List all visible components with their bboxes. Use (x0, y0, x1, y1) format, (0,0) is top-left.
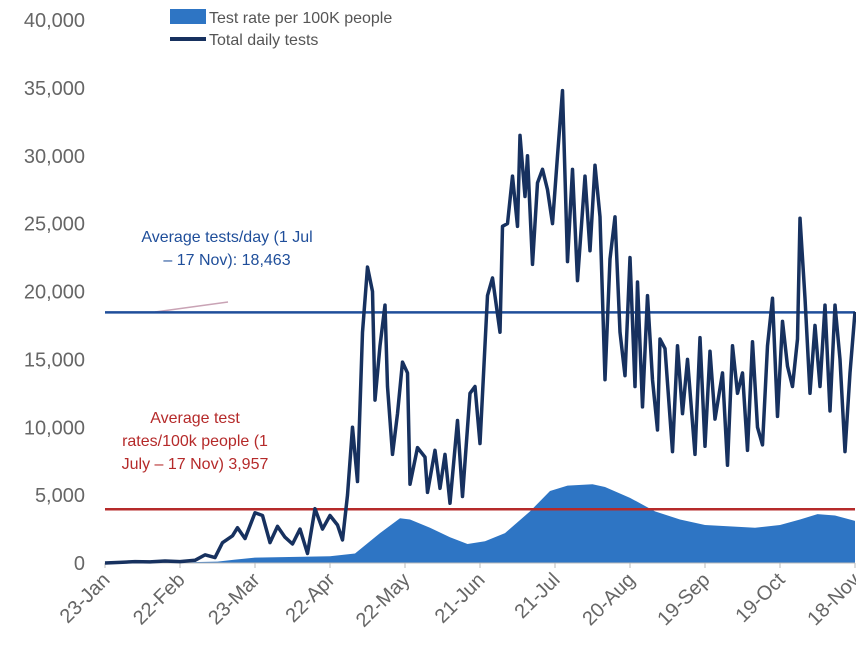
y-tick-label: 15,000 (24, 349, 85, 371)
area (105, 484, 855, 563)
x-tick-label: 20-Aug (578, 569, 639, 630)
x-tick-label: 18-Nov (803, 569, 856, 630)
x-tick-label: 21-Jun (431, 569, 490, 628)
x-tick-label: 22-Feb (129, 569, 189, 629)
y-tick-label: 25,000 (24, 214, 85, 236)
annotation: Average test (150, 410, 240, 427)
y-tick-label: 0 (74, 553, 85, 575)
legend-label: Total daily tests (209, 32, 318, 49)
y-tick-label: 30,000 (24, 146, 85, 168)
x-tick-label: 23-Jan (56, 569, 115, 628)
x-tick-label: 19-Oct (732, 569, 790, 627)
annotation: – 17 Nov): 18,463 (163, 252, 290, 269)
legend-label: Test rate per 100K people (209, 10, 392, 27)
x-tick-label: 23-Mar (204, 569, 265, 630)
y-tick-label: 35,000 (24, 78, 85, 100)
y-tick-label: 20,000 (24, 282, 85, 304)
annotation: Average tests/day (1 Jul (141, 229, 312, 246)
x-tick-label: 19-Sep (653, 569, 714, 630)
y-tick-label: 10,000 (24, 417, 85, 439)
y-tick-label: 40,000 (24, 10, 85, 32)
line (104, 88, 856, 565)
x-tick-label: 22-May (352, 569, 415, 632)
annotation: rates/100k people (1 (122, 433, 268, 450)
annotation: July – 17 Nov) 3,957 (122, 456, 269, 473)
x-tick-label: 22-Apr (282, 569, 340, 627)
y-tick-label: 5,000 (35, 485, 85, 507)
x-tick-label: 21-Jul (510, 569, 564, 623)
legend-swatch (170, 9, 206, 24)
leader-line (154, 301, 229, 313)
